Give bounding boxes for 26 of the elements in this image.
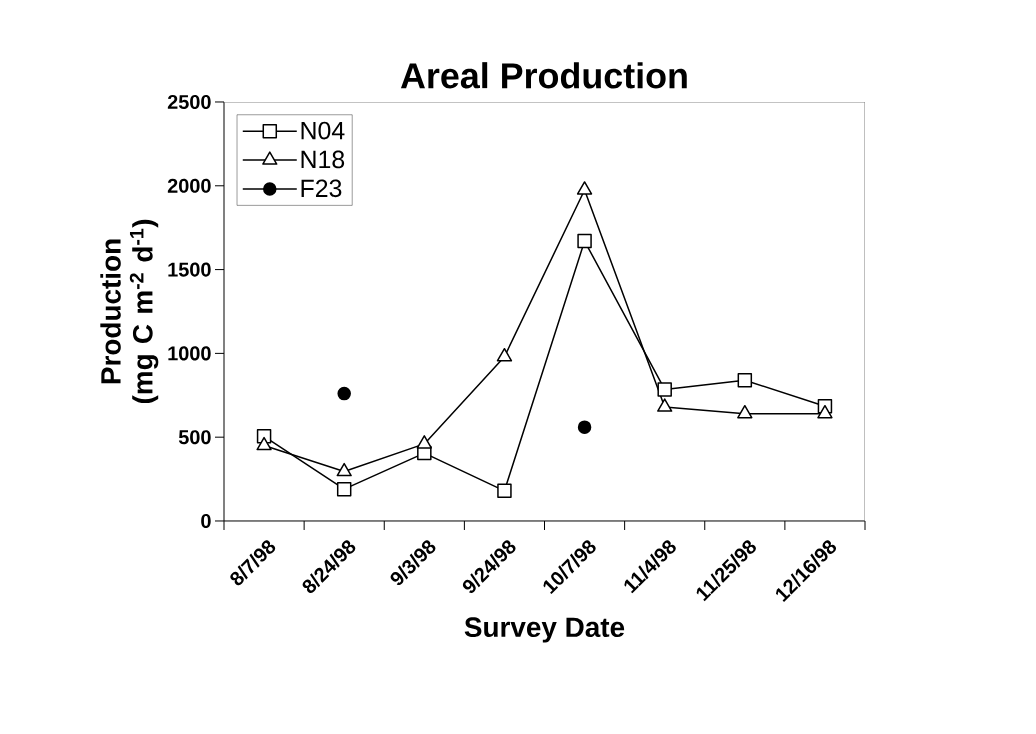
point (496, 347, 513, 362)
point (577, 233, 592, 249)
point (337, 386, 351, 401)
legend-label: N04 (301, 121, 345, 140)
y-tick-label: 1500 (168, 262, 211, 277)
point (657, 382, 672, 397)
point (737, 404, 753, 419)
legend-label: F23 (301, 179, 342, 198)
point (657, 398, 673, 412)
point (497, 483, 512, 499)
point (336, 481, 352, 497)
point (817, 404, 833, 419)
point (336, 462, 352, 477)
y-tick-label: 500 (178, 430, 211, 445)
y-tick-label: 2000 (167, 178, 211, 193)
chart-title: Areal Production (400, 62, 687, 89)
point (576, 181, 593, 195)
y-tick-label: 1000 (168, 346, 211, 361)
point (577, 420, 592, 434)
point (737, 372, 753, 388)
x-axis-title: Survey Date (464, 617, 625, 643)
y-tick-label: 2500 (167, 94, 211, 110)
point (256, 436, 272, 451)
point (416, 435, 432, 449)
y-tick-label: 0 (201, 513, 211, 529)
legend-label: N18 (301, 150, 345, 169)
